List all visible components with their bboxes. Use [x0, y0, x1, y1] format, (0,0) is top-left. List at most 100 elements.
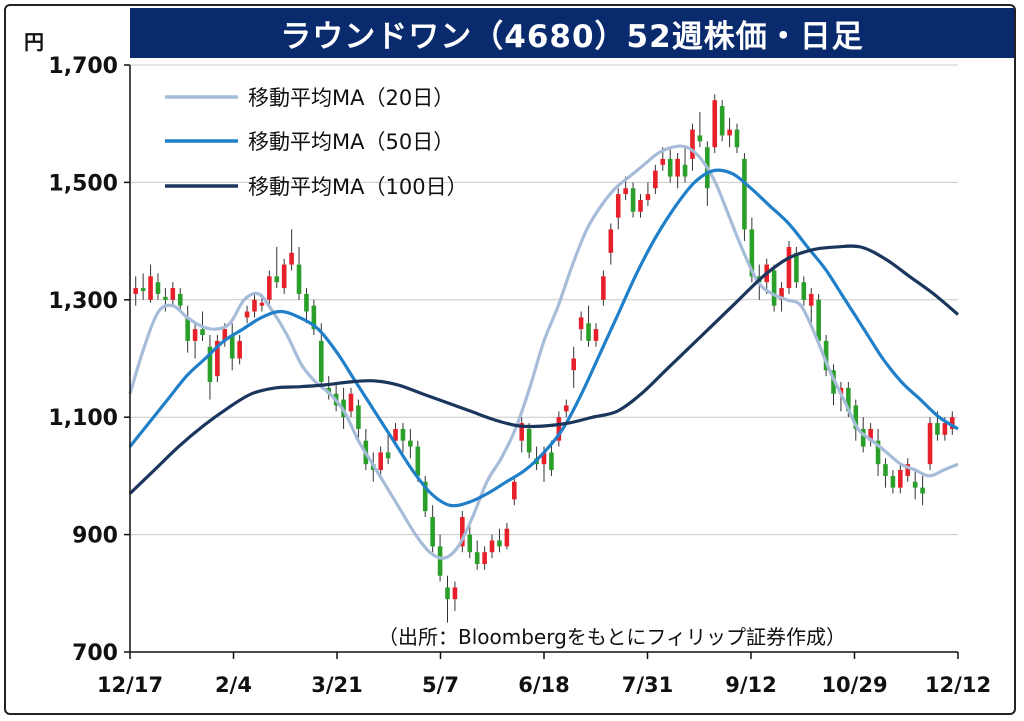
candle-body: [445, 587, 450, 600]
candle-body: [853, 405, 859, 429]
candlestick: [192, 323, 198, 359]
candle-body: [497, 540, 502, 547]
candlestick: [385, 434, 391, 465]
candlestick: [185, 305, 190, 353]
candle-body: [727, 129, 732, 136]
candle-body: [653, 170, 658, 189]
candlestick: [883, 458, 888, 488]
ma50-line: [128, 168, 959, 508]
candle-body: [860, 428, 866, 447]
candlestick: [653, 164, 658, 195]
candle-body: [623, 188, 628, 195]
candle-body: [207, 346, 213, 382]
candlestick: [415, 440, 421, 482]
candlestick: [133, 276, 139, 306]
candle-body: [719, 106, 725, 136]
legend-label: 移動平均MA（50日）: [248, 130, 454, 154]
candle-body: [155, 282, 161, 294]
x-tick-label: 2/4: [215, 673, 252, 697]
candle-body: [742, 158, 747, 230]
candle-body: [593, 329, 599, 341]
y-tick-label: 700: [72, 641, 118, 666]
candlestick: [912, 470, 918, 500]
x-tick-label: 12/17: [97, 673, 163, 697]
y-tick-label: 1,300: [48, 289, 118, 314]
candle-body: [296, 264, 302, 294]
candle-body: [192, 329, 198, 341]
candle-body: [252, 299, 257, 312]
candlestick: [244, 305, 250, 324]
candle-body: [133, 288, 139, 294]
candlestick: [467, 522, 473, 559]
y-tick-label: 900: [72, 524, 118, 549]
candlestick: [615, 188, 621, 230]
candle-body: [393, 428, 398, 441]
candlestick: [504, 522, 510, 550]
candle-body: [482, 552, 487, 564]
candlestick: [682, 147, 688, 183]
candle-body: [148, 276, 153, 300]
candlestick: [281, 258, 287, 294]
candle-body: [512, 481, 517, 500]
candlestick: [378, 446, 383, 476]
candlestick: [452, 581, 458, 611]
y-tick-label: 1,500: [48, 171, 118, 196]
candlestick: [890, 470, 896, 494]
candlestick: [734, 123, 740, 154]
candlestick: [163, 288, 168, 312]
candlestick: [274, 246, 280, 289]
candlestick: [400, 423, 406, 453]
candlestick: [771, 264, 777, 312]
candle-body: [682, 164, 688, 177]
candle-body: [489, 540, 495, 553]
candlestick: [549, 440, 554, 476]
candle-body: [667, 158, 673, 177]
candle-body: [786, 246, 792, 289]
candle-body: [200, 329, 205, 336]
x-tick-label: 6/18: [518, 673, 570, 697]
candle-body: [378, 452, 383, 471]
candle-body: [400, 428, 406, 441]
candlestick: [927, 417, 933, 471]
candlestick: [905, 458, 911, 482]
candlestick: [408, 428, 413, 459]
candlestick: [512, 475, 517, 506]
candlestick: [638, 194, 643, 218]
legend: 移動平均MA（20日） 移動平均MA（50日） 移動平均MA（100日）: [165, 86, 468, 199]
candlestick: [430, 505, 435, 553]
candlestick: [445, 575, 450, 623]
candle-body: [808, 293, 814, 306]
candlestick: [786, 241, 792, 294]
x-tick-label: 9/12: [725, 673, 777, 697]
candle-body: [430, 516, 435, 547]
candlestick: [140, 273, 146, 300]
candle-body: [875, 440, 881, 465]
y-tick-label: 1,700: [48, 54, 118, 79]
candlestick: [667, 147, 673, 183]
candle-body: [712, 100, 718, 148]
candlestick: [601, 270, 606, 306]
candle-body: [949, 417, 955, 429]
candle-body: [177, 293, 183, 306]
ma20-line: [128, 144, 959, 560]
candlestick: [289, 229, 294, 271]
candle-body: [541, 452, 547, 465]
candlestick: [170, 282, 176, 306]
candle-body: [140, 288, 146, 291]
candlestick: [207, 335, 213, 400]
candlestick: [853, 399, 859, 441]
candlestick: [460, 511, 465, 553]
candlestick: [875, 428, 881, 476]
candle-body: [801, 282, 807, 300]
candlestick: [155, 273, 161, 300]
candlestick: [697, 111, 703, 148]
candle-body: [905, 464, 911, 476]
chart-frame: [4, 4, 1016, 715]
candle-body: [422, 481, 428, 512]
candle-body: [385, 452, 391, 459]
legend-item-ma20: 移動平均MA（20日）: [165, 86, 454, 110]
candle-body: [185, 317, 190, 341]
candlestick: [482, 546, 487, 570]
candlestick: [823, 335, 829, 377]
candlestick: [586, 305, 591, 347]
